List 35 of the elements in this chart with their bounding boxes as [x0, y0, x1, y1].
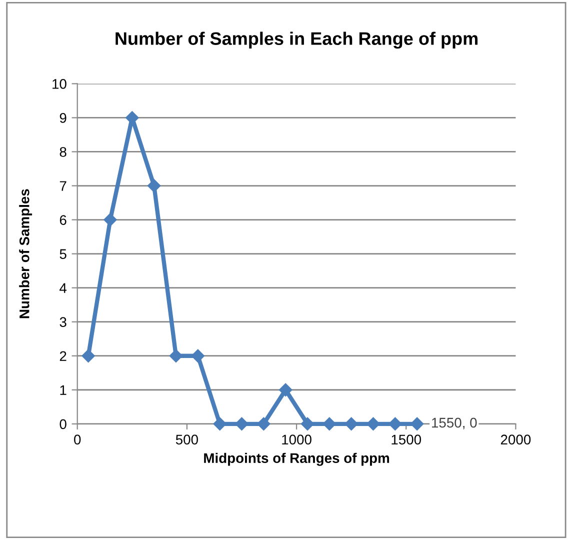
- point: [257, 417, 270, 430]
- point: [344, 417, 358, 430]
- y-tick-label: 7: [60, 181, 66, 191]
- y-tick-label: 1: [60, 385, 66, 395]
- point: [366, 417, 380, 430]
- x-tick-label: 0: [74, 434, 81, 445]
- point: [278, 383, 292, 396]
- y-tick-label: 6: [60, 215, 66, 225]
- y-tick-label: 8: [60, 147, 66, 157]
- point: [147, 179, 161, 192]
- point: [169, 349, 183, 362]
- y-tick-label: 10: [52, 79, 66, 89]
- y-tick-label: 4: [60, 283, 67, 293]
- point: [388, 417, 402, 430]
- x-tick-label: 1500: [392, 434, 422, 445]
- x-tick-label: 500: [176, 434, 198, 445]
- y-tick-label: 9: [60, 113, 66, 123]
- x-tick-label: 1000: [282, 434, 312, 445]
- point: [235, 417, 248, 430]
- point: [82, 349, 95, 362]
- point: [300, 417, 314, 430]
- point: [104, 213, 117, 226]
- annotation: 1550, 0: [432, 418, 477, 430]
- point: [213, 417, 226, 430]
- chart-title: Number of Samples in Each Range of ppm: [116, 32, 478, 49]
- y-tick-label: 2: [60, 351, 66, 361]
- y-axis-title: Number of Samples: [19, 189, 32, 318]
- point: [191, 349, 204, 362]
- x-axis-title: Midpoints of Ranges of ppm: [204, 452, 390, 466]
- y-tick-label: 3: [60, 317, 66, 328]
- point: [322, 417, 336, 430]
- point: [410, 417, 424, 430]
- y-tick-label: 0: [60, 419, 66, 430]
- y-tick-label: 5: [60, 249, 66, 259]
- x-tick-label: 2000: [500, 434, 531, 445]
